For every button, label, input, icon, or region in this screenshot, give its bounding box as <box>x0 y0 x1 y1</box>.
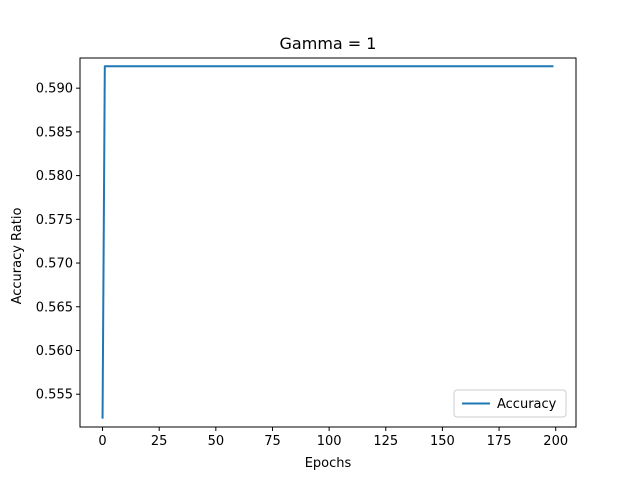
y-tick-label: 0.555 <box>36 388 73 403</box>
y-axis-label: Accuracy Ratio <box>10 208 25 305</box>
x-axis-label: Epochs <box>305 456 352 471</box>
y-tick-label: 0.585 <box>36 125 73 140</box>
x-tick-label: 100 <box>317 434 342 449</box>
series-line-accuracy <box>101 65 554 419</box>
x-tick-label: 50 <box>208 434 225 449</box>
y-tick-label: 0.575 <box>36 213 73 228</box>
chart-title: Gamma = 1 <box>280 34 377 53</box>
legend-label: Accuracy <box>497 397 557 412</box>
x-tick-label: 175 <box>487 434 512 449</box>
x-tick-label: 125 <box>373 434 398 449</box>
plot-frame <box>79 57 577 428</box>
x-tick-label: 150 <box>430 434 455 449</box>
x-tick-label: 25 <box>151 434 168 449</box>
y-tick-label: 0.560 <box>36 344 73 359</box>
y-tick-label: 0.590 <box>36 82 73 97</box>
y-tick-label: 0.570 <box>36 257 73 272</box>
y-tick-label: 0.580 <box>36 169 73 184</box>
plot-area: 0 25 50 75 100 125 150 175 200 0.555 0.560 0.565 0.5… <box>36 57 577 449</box>
x-tick-label: 75 <box>264 434 281 449</box>
x-tick-label: 0 <box>98 434 106 449</box>
legend-box <box>453 389 567 418</box>
y-tick-label: 0.565 <box>36 300 73 315</box>
x-tick-label: 200 <box>543 434 568 449</box>
